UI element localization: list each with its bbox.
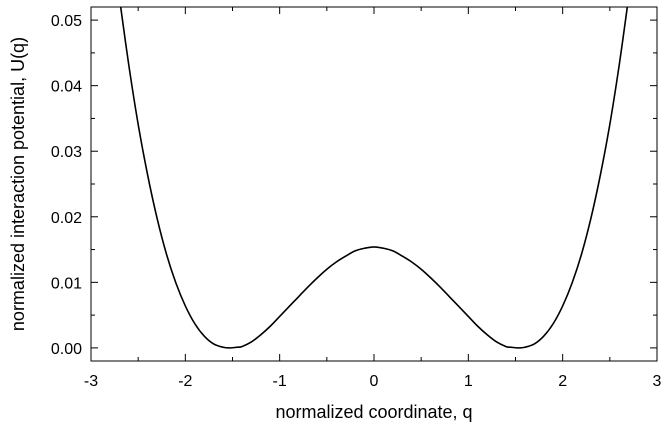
x-axis-ticks: -3 -2 -1 0 1 2 3 xyxy=(84,7,662,390)
minor-ticks xyxy=(91,7,657,361)
x-tick-label: 0 xyxy=(370,373,379,390)
y-tick-label: 0.05 xyxy=(51,13,82,30)
x-tick-label: 3 xyxy=(653,373,662,390)
y-tick-label: 0.02 xyxy=(51,210,82,227)
y-axis-ticks: 0.00 0.01 0.02 0.03 0.04 0.05 xyxy=(51,13,657,358)
y-tick-label: 0.03 xyxy=(51,144,82,161)
potential-curve xyxy=(119,7,629,349)
x-axis-label: normalized coordinate, q xyxy=(275,402,472,422)
x-tick-label: -3 xyxy=(84,373,98,390)
y-tick-label: 0.04 xyxy=(51,79,82,96)
y-axis-label: normalized interaction potential, U(q) xyxy=(8,37,28,331)
x-tick-label: 1 xyxy=(464,373,473,390)
x-tick-label: -1 xyxy=(273,373,287,390)
x-tick-label: -2 xyxy=(178,373,192,390)
y-tick-label: 0.00 xyxy=(51,341,82,358)
x-tick-label: 2 xyxy=(558,373,567,390)
y-tick-label: 0.01 xyxy=(51,275,82,292)
plot-frame xyxy=(90,6,658,362)
